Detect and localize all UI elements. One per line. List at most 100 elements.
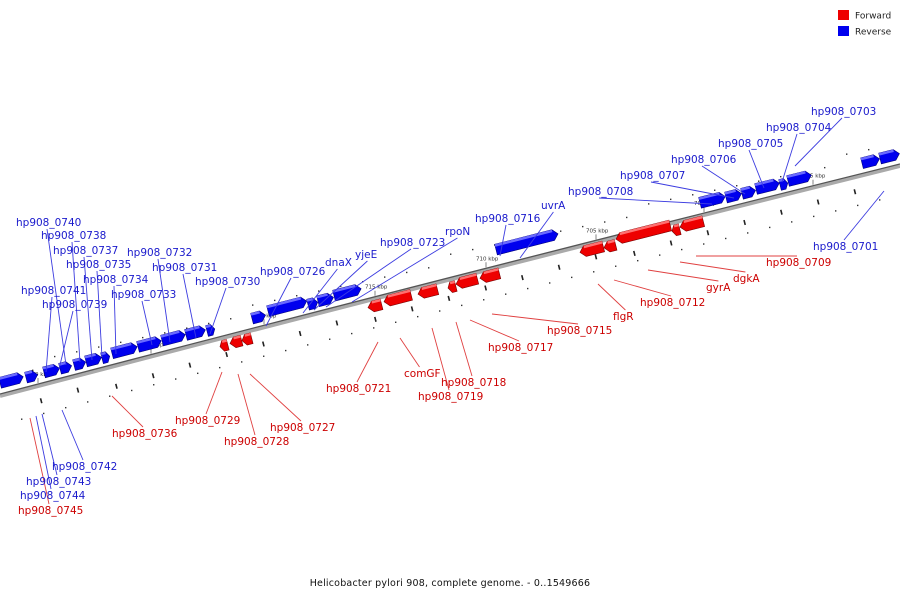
gene-labels: hp908_0703 hp908_0704 hp908_0705 hp908_0706… (16, 106, 878, 517)
gene-label-uvra[interactable]: uvrA (541, 200, 566, 212)
legend-forward-label: Forward (855, 12, 891, 22)
gene-label-hp908_0704[interactable]: hp908_0704 (766, 122, 832, 134)
gene-label-hp908_0706[interactable]: hp908_0706 (671, 154, 737, 166)
reverse-gene-arrow[interactable] (160, 329, 187, 347)
gene-label-hp908_0708[interactable]: hp908_0708 (568, 186, 633, 198)
gene-label-hp908_0736[interactable]: hp908_0736 (112, 428, 178, 440)
reverse-gene-arrow[interactable] (205, 324, 217, 337)
gene-label-gyra[interactable]: gyrA (706, 282, 731, 294)
reverse-gene-arrow[interactable] (740, 185, 757, 200)
tick-label: 705 kbp (586, 228, 609, 234)
reverse-gene-arrow[interactable] (58, 360, 73, 375)
reverse-gene-arrow[interactable] (306, 297, 319, 311)
leader-line (58, 310, 74, 370)
reverse-gene-arrow[interactable] (878, 148, 900, 165)
leader-line (83, 256, 93, 361)
gene-label-hp908_0745[interactable]: hp908_0745 (18, 505, 83, 517)
reverse-gene-arrow[interactable] (266, 296, 308, 317)
gene-label-hp908_0701[interactable]: hp908_0701 (813, 241, 878, 253)
forward-gene-arrow[interactable] (479, 267, 502, 284)
forward-gene-arrow[interactable] (671, 223, 682, 237)
forward-gene-arrow[interactable] (219, 338, 230, 352)
map-caption: Helicobacter pylori 908, complete genome… (309, 578, 591, 589)
gene-label-hp908_0712[interactable]: hp908_0712 (640, 297, 705, 309)
gene-label-hp908_0738[interactable]: hp908_0738 (41, 230, 106, 242)
gene-label-yjee[interactable]: yjeE (355, 249, 377, 261)
leader-line (46, 228, 67, 366)
reverse-gene-arrow[interactable] (100, 351, 112, 364)
reverse-gene-arrow[interactable] (250, 310, 267, 325)
leader-line (182, 273, 197, 339)
gene-label-hp908_0719[interactable]: hp908_0719 (418, 391, 483, 403)
reverse-gene-arrow[interactable] (0, 371, 25, 389)
gene-label-hp908_0744[interactable]: hp908_0744 (20, 490, 86, 502)
gene-label-hp908_0735[interactable]: hp908_0735 (66, 259, 131, 271)
tick-label: 720 kbp (254, 313, 277, 319)
leader-line (356, 341, 379, 383)
gene-label-hp908_0718[interactable]: hp908_0718 (441, 377, 506, 389)
leader-line (157, 258, 171, 343)
gene-label-hp908_0732[interactable]: hp908_0732 (127, 247, 192, 259)
reverse-gene-arrow[interactable] (136, 335, 163, 353)
leader-line (491, 313, 579, 325)
gene-label-hp908_0739[interactable]: hp908_0739 (42, 299, 107, 311)
reverse-gene-arrow[interactable] (110, 341, 139, 360)
gene-label-hp908_0727[interactable]: hp908_0727 (270, 422, 335, 434)
forward-gene-arrow[interactable] (603, 239, 618, 254)
leader-line (113, 285, 117, 355)
tick-label: 695 kbp (803, 174, 826, 180)
leader-line (205, 371, 223, 415)
reverse-gene-arrow[interactable] (754, 178, 781, 195)
gene-label-comgf[interactable]: comGF (404, 368, 441, 380)
reverse-gene-arrow[interactable] (860, 154, 881, 169)
gene-label-hp908_0705[interactable]: hp908_0705 (718, 138, 783, 150)
gene-label-hp908_0717[interactable]: hp908_0717 (488, 342, 553, 354)
reverse-gene-arrow[interactable] (24, 369, 39, 384)
gene-label-hp908_0728[interactable]: hp908_0728 (224, 436, 289, 448)
gene-label-hp908_0716[interactable]: hp908_0716 (475, 213, 541, 225)
forward-gene-arrow[interactable] (367, 298, 384, 313)
gene-label-hp908_0742[interactable]: hp908_0742 (52, 461, 117, 473)
forward-gene-arrow[interactable] (579, 240, 605, 258)
gene-label-dgka[interactable]: dgkA (733, 273, 760, 285)
gene-label-flgr[interactable]: flgR (613, 311, 634, 323)
gene-label-dnax[interactable]: dnaX (325, 257, 352, 269)
reverse-gene-arrow[interactable] (724, 188, 743, 204)
forward-gene-arrow[interactable] (383, 289, 413, 308)
leader-line (41, 413, 58, 476)
leader-line (237, 373, 256, 436)
gene-label-hp908_0741[interactable]: hp908_0741 (21, 285, 86, 297)
forward-gene-arrow[interactable] (241, 332, 254, 346)
forward-gene-arrow[interactable] (615, 219, 673, 244)
leader-line (29, 417, 50, 505)
reverse-gene-arrow[interactable] (786, 170, 813, 187)
forward-gene-arrow[interactable] (679, 215, 705, 233)
gene-label-hp908_0707[interactable]: hp908_0707 (620, 170, 685, 182)
gene-label-hp908_0729[interactable]: hp908_0729 (175, 415, 240, 427)
gene-label-hp908_0737[interactable]: hp908_0737 (53, 245, 118, 257)
gene-label-hp908_0715[interactable]: hp908_0715 (547, 325, 612, 337)
gene-label-hp908_0730[interactable]: hp908_0730 (195, 276, 260, 288)
gene-label-hp908_0709[interactable]: hp908_0709 (766, 257, 831, 269)
gene-label-hp908_0734[interactable]: hp908_0734 (83, 274, 149, 286)
gene-label-hp908_0731[interactable]: hp908_0731 (152, 262, 217, 274)
gene-label-rpon[interactable]: rpoN (445, 226, 470, 238)
gene-label-hp908_0703[interactable]: hp908_0703 (811, 106, 876, 118)
gene-label-hp908_0740[interactable]: hp908_0740 (16, 217, 81, 229)
forward-gene-arrow[interactable] (447, 280, 458, 294)
leader-line (35, 415, 52, 490)
reverse-gene-arrow[interactable] (42, 363, 61, 379)
forward-gene-arrow[interactable] (229, 334, 244, 349)
gene-label-hp908_0733[interactable]: hp908_0733 (111, 289, 176, 301)
forward-gene-arrow[interactable] (455, 273, 480, 289)
leader-line (843, 190, 885, 241)
forward-gene-arrow[interactable] (417, 283, 440, 300)
legend: Forward Reverse (838, 10, 892, 38)
reverse-gene-arrow[interactable] (72, 357, 87, 371)
gene-label-hp908_0721[interactable]: hp908_0721 (326, 383, 391, 395)
gene-label-hp908_0723[interactable]: hp908_0723 (380, 237, 445, 249)
reverse-gene-arrow[interactable] (84, 352, 103, 368)
gene-label-hp908_0726[interactable]: hp908_0726 (260, 266, 326, 278)
gene-label-hp908_0743[interactable]: hp908_0743 (26, 476, 91, 488)
legend-reverse-label: Reverse (855, 28, 892, 38)
